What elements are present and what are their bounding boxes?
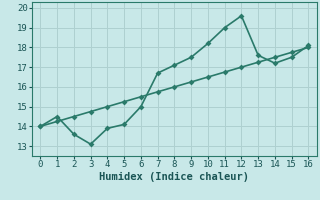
X-axis label: Humidex (Indice chaleur): Humidex (Indice chaleur) xyxy=(100,172,249,182)
